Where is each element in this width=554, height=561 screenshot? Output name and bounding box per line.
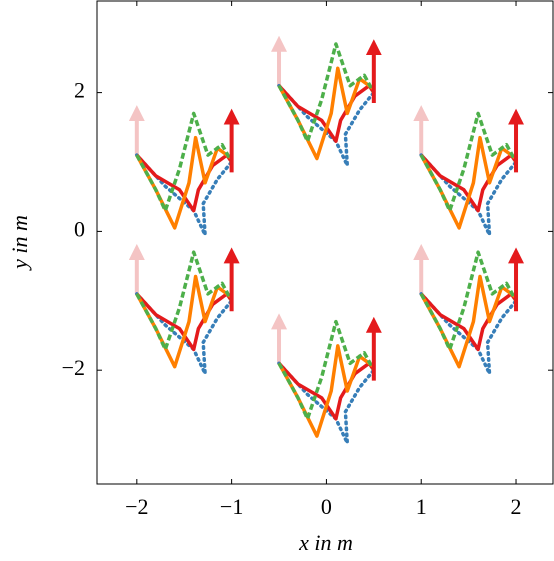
trajectory	[135, 292, 234, 352]
trajectory	[277, 83, 376, 143]
y-tick-label: 0	[74, 216, 85, 241]
trajectory	[277, 361, 376, 421]
trajectory	[135, 292, 234, 376]
y-tick-label: −2	[62, 355, 85, 380]
y-axis-label: y in m	[7, 215, 32, 271]
trajectory	[135, 153, 234, 237]
trajectory	[277, 42, 376, 143]
trajectory	[277, 83, 376, 168]
trajectory	[135, 250, 234, 352]
trajectory	[419, 292, 518, 352]
x-tick-label: −2	[125, 494, 148, 519]
x-axis-label: x in m	[298, 530, 353, 555]
x-tick-label: 0	[321, 494, 332, 519]
plot-frame	[96, 0, 554, 485]
trajectory	[419, 250, 518, 352]
trajectory	[135, 153, 234, 213]
y-tick-label: 2	[74, 78, 85, 103]
trajectory	[419, 153, 518, 213]
trajectory	[419, 111, 518, 213]
x-tick-label: −1	[220, 494, 243, 519]
x-tick-label: 1	[416, 494, 427, 519]
trajectory	[277, 361, 376, 445]
trajectory	[277, 319, 376, 421]
x-tick-label: 2	[511, 494, 522, 519]
trajectory	[135, 111, 234, 213]
trajectory	[419, 292, 518, 376]
trajectory	[419, 153, 518, 237]
